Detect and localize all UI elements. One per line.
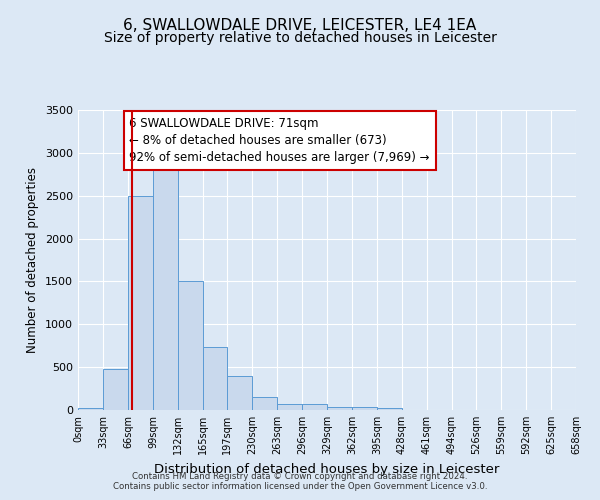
Bar (78, 408, 103, 410)
Bar (252, 397, 277, 410)
X-axis label: Distribution of detached houses by size in Leicester: Distribution of detached houses by size … (154, 462, 500, 475)
Y-axis label: Number of detached properties: Number of detached properties (26, 167, 40, 353)
Bar (302, 404, 327, 410)
Bar (377, 408, 402, 410)
Text: 6 SWALLOWDALE DRIVE: 71sqm
← 8% of detached houses are smaller (673)
92% of semi: 6 SWALLOWDALE DRIVE: 71sqm ← 8% of detac… (130, 117, 430, 164)
Bar (327, 406, 352, 410)
Bar (227, 376, 252, 410)
Bar (153, 170, 178, 410)
Bar (178, 282, 203, 410)
Text: Size of property relative to detached houses in Leicester: Size of property relative to detached ho… (104, 31, 496, 45)
Text: Contains public sector information licensed under the Open Government Licence v3: Contains public sector information licen… (113, 482, 487, 491)
Text: 6, SWALLOWDALE DRIVE, LEICESTER, LE4 1EA: 6, SWALLOWDALE DRIVE, LEICESTER, LE4 1EA (124, 18, 476, 32)
Bar (103, 369, 128, 410)
Bar (277, 404, 302, 410)
Bar (203, 348, 227, 410)
Bar (352, 407, 377, 410)
Text: Contains HM Land Registry data © Crown copyright and database right 2024.: Contains HM Land Registry data © Crown c… (132, 472, 468, 481)
Bar (128, 196, 153, 410)
